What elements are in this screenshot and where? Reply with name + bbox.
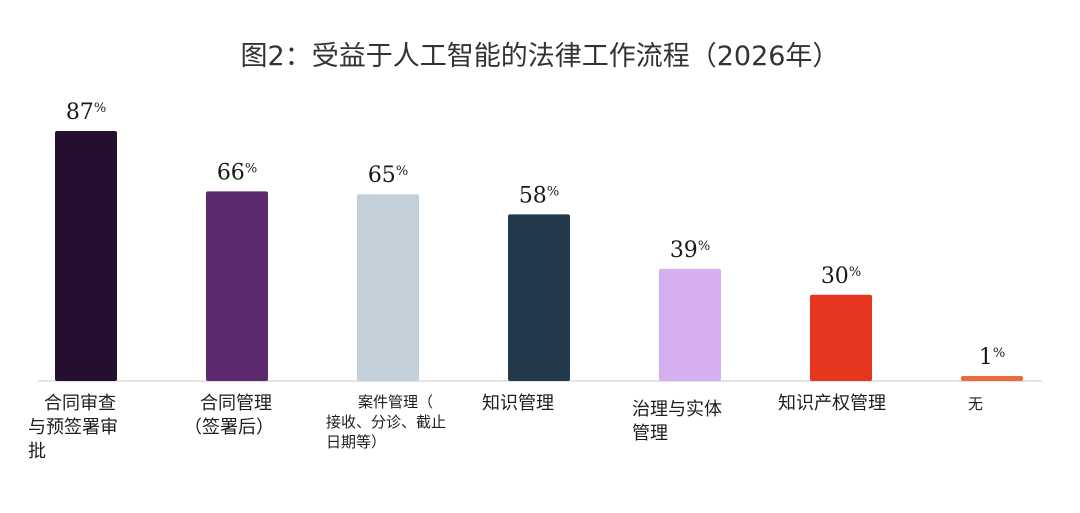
value-label-contract-review: 87% <box>66 100 106 125</box>
category-label-none: 无 <box>968 395 984 413</box>
value-label-none: 1% <box>979 345 1005 370</box>
bar-contract-management <box>206 191 268 381</box>
category-label-contract-management: 合同管理 （签署后） <box>184 393 274 438</box>
category-label-ip-management: 知识产权管理 <box>778 393 886 414</box>
category-label-governance: 治理与实体 管理 <box>632 399 722 444</box>
bar-none <box>961 376 1023 381</box>
value-label-ip-management: 30% <box>821 264 861 289</box>
category-label-case-management: 案件管理（ 接收、分诊、截止 日期等） <box>326 393 447 451</box>
category-label-knowledge-management: 知识管理 <box>482 393 554 414</box>
value-label-case-management: 65% <box>368 163 408 188</box>
category-label-contract-review: 合同审查 与预签署审 批 <box>28 393 118 462</box>
value-label-governance: 39% <box>670 238 710 263</box>
chart-title: 图2：受益于人工智能的法律工作流程（2026年） <box>240 41 840 72</box>
bar-contract-review <box>55 131 117 381</box>
value-label-contract-management: 66% <box>217 160 257 185</box>
bar-governance <box>659 268 721 381</box>
bar-case-management <box>357 194 419 381</box>
bar-ip-management <box>810 294 872 381</box>
bar-knowledge-management <box>508 214 570 381</box>
value-label-knowledge-management: 58% <box>519 183 559 208</box>
